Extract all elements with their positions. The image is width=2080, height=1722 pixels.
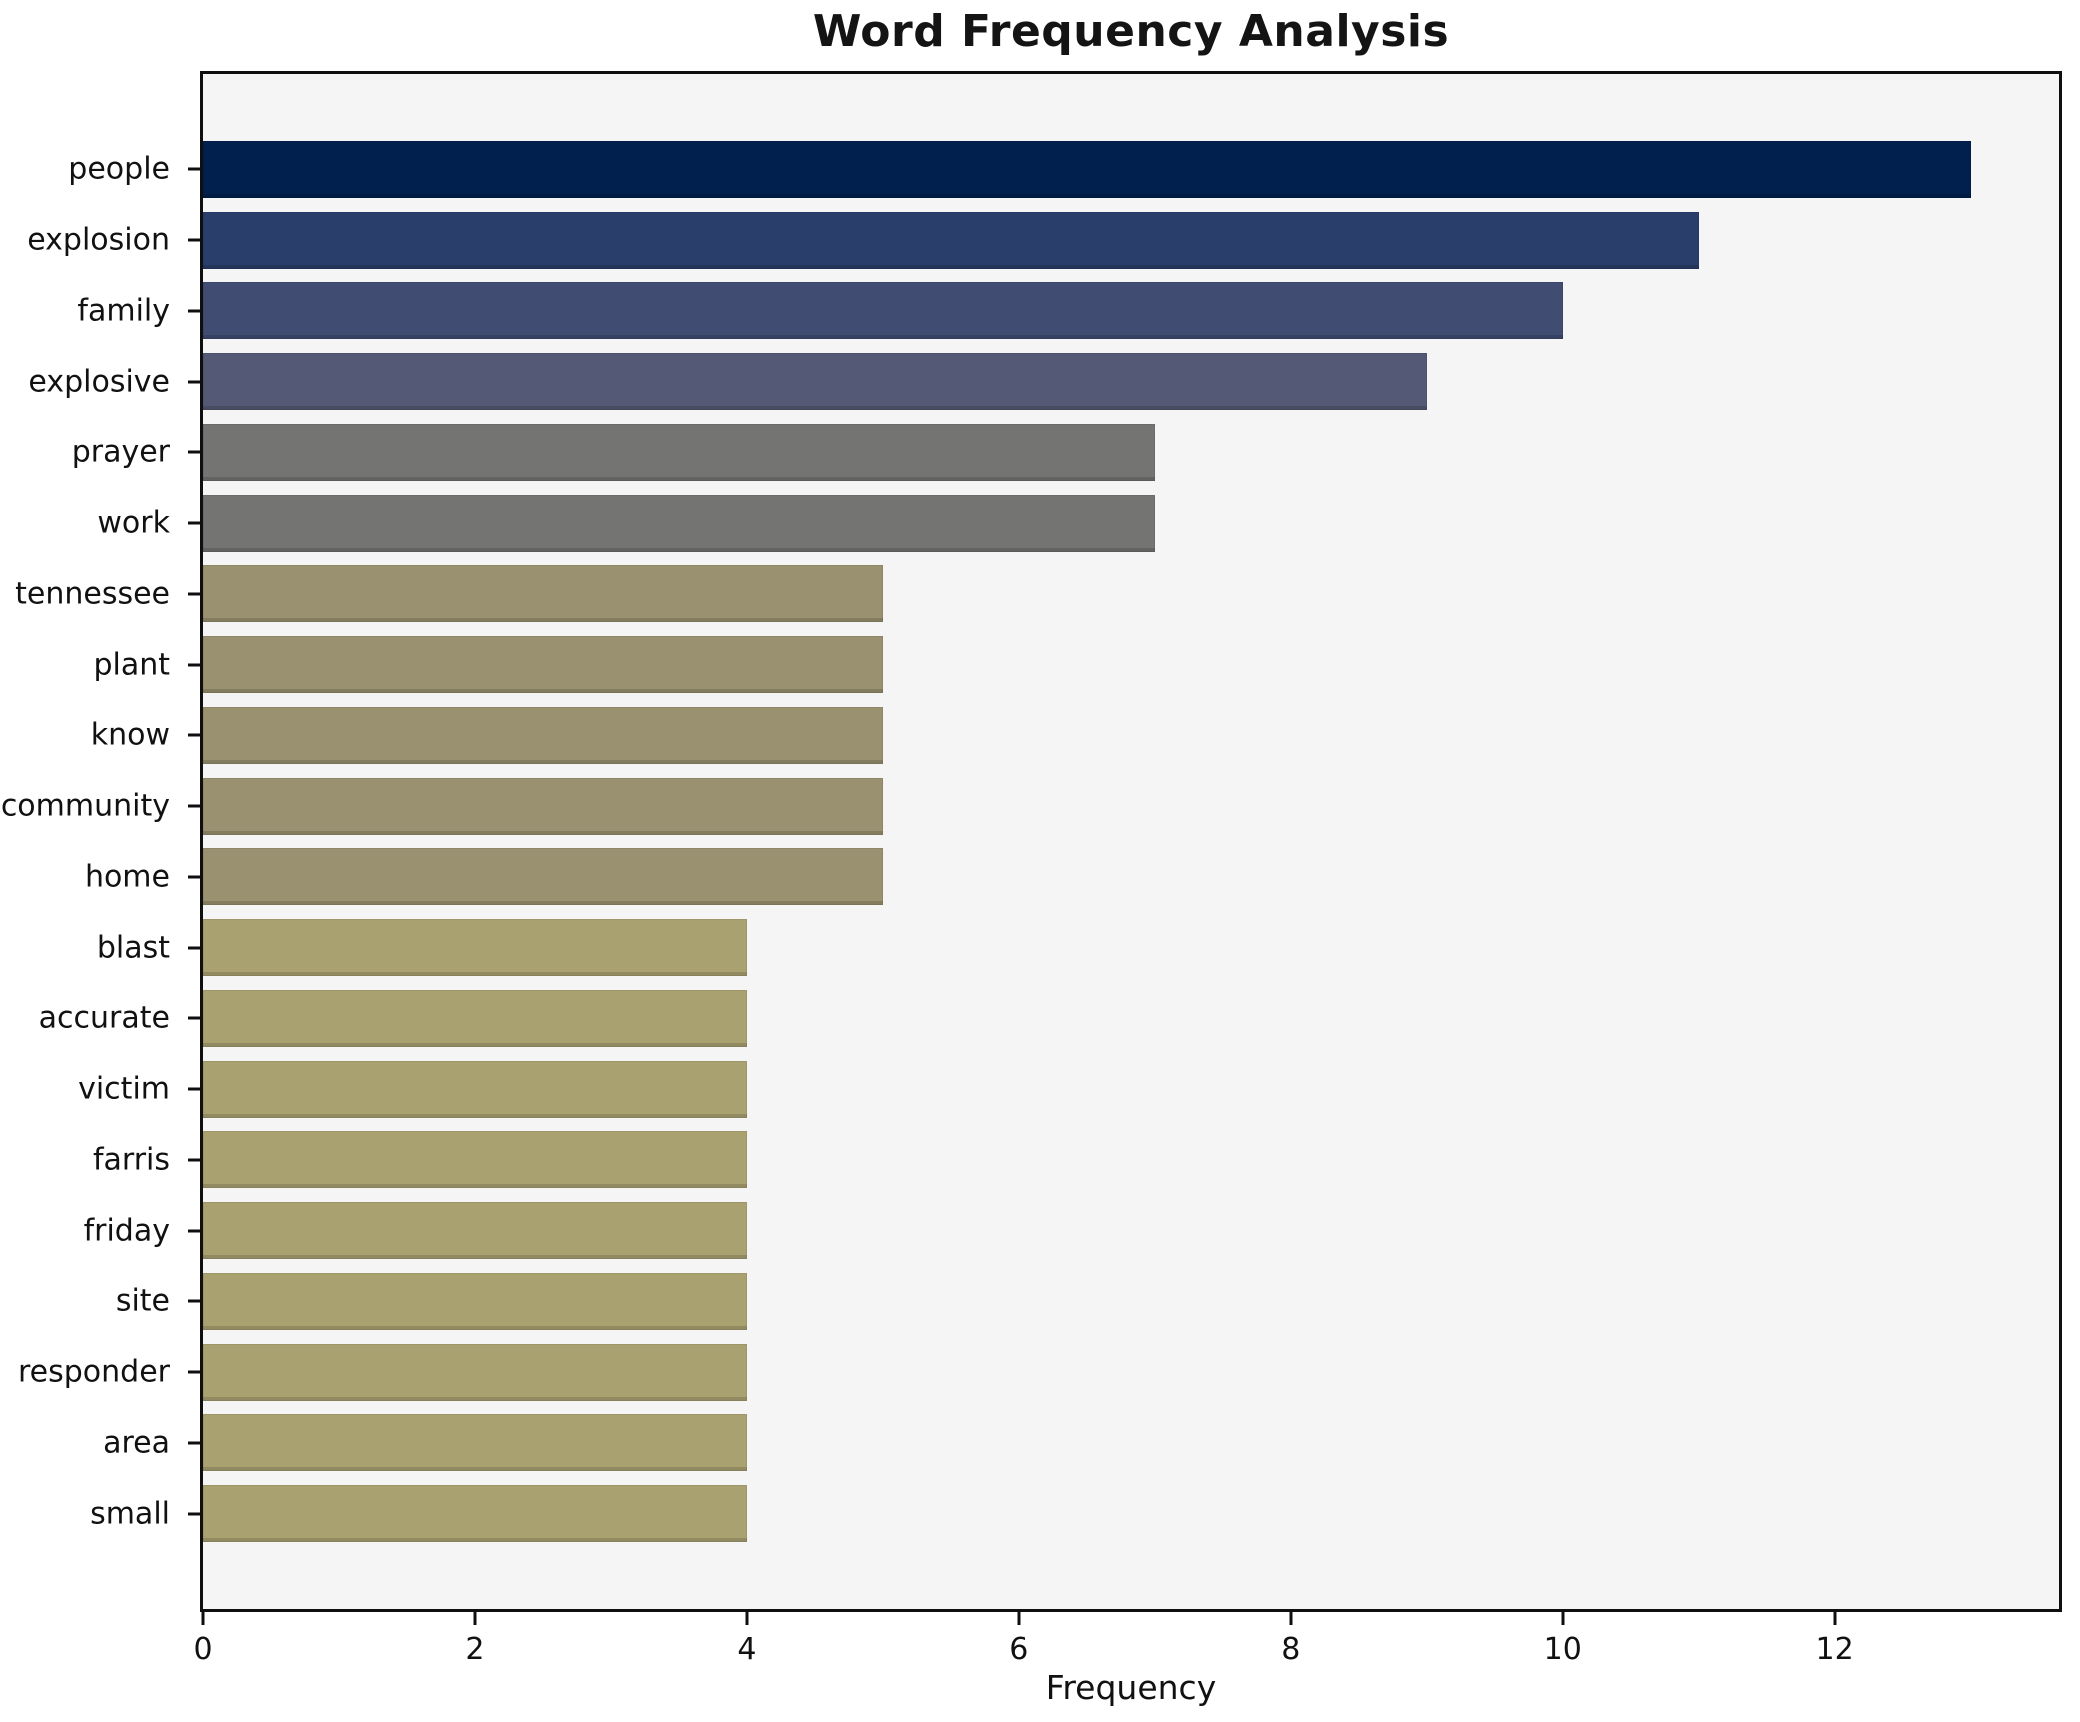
bar-friday <box>203 1202 747 1260</box>
y-tick-mark <box>188 875 200 879</box>
bar-small <box>203 1485 747 1543</box>
y-tick-mark <box>188 521 200 525</box>
bar-accurate <box>203 989 747 1047</box>
y-tick-label-farris: farris <box>92 1142 170 1178</box>
bar-farris <box>203 1131 747 1189</box>
y-tick-mark <box>188 1087 200 1091</box>
bar-know <box>203 706 883 764</box>
bar-tennessee <box>203 565 883 623</box>
y-tick-label-prayer: prayer <box>71 434 170 470</box>
y-tick-label-tennessee: tennessee <box>15 576 170 612</box>
bar-home <box>203 848 883 906</box>
bars-layer <box>203 74 2059 1609</box>
bar-area <box>203 1414 747 1472</box>
y-tick-label-small: small <box>90 1496 170 1532</box>
y-tick-label-area: area <box>103 1425 170 1461</box>
y-tick-label-responder: responder <box>17 1354 170 1390</box>
y-tick-mark <box>188 309 200 313</box>
x-tick-label-6: 6 <box>1009 1632 1029 1667</box>
y-tick-mark <box>188 663 200 667</box>
y-tick-label-plant: plant <box>93 647 170 683</box>
y-tick-mark <box>188 804 200 808</box>
x-tick-label-4: 4 <box>737 1632 757 1667</box>
bar-family <box>203 282 1563 340</box>
bar-community <box>203 777 883 835</box>
x-tick-mark <box>201 1612 205 1625</box>
x-axis-label: Frequency <box>1045 1668 1217 1707</box>
y-tick-mark <box>188 1016 200 1020</box>
y-tick-label-accurate: accurate <box>38 1000 170 1036</box>
y-tick-mark <box>188 946 200 950</box>
x-tick-mark <box>1017 1612 1021 1625</box>
plot-area <box>200 71 2062 1612</box>
x-tick-label-10: 10 <box>1543 1632 1582 1667</box>
bar-explosive <box>203 353 1427 411</box>
bar-blast <box>203 919 747 977</box>
bar-explosion <box>203 211 1699 269</box>
x-tick-mark <box>473 1612 477 1625</box>
bar-plant <box>203 636 883 694</box>
y-tick-mark <box>188 1229 200 1233</box>
y-tick-label-explosion: explosion <box>27 222 170 258</box>
y-tick-mark <box>188 380 200 384</box>
y-tick-mark <box>188 592 200 596</box>
x-tick-mark <box>1289 1612 1293 1625</box>
bar-work <box>203 494 1155 552</box>
bar-site <box>203 1272 747 1330</box>
y-tick-mark <box>188 1370 200 1374</box>
x-tick-label-12: 12 <box>1815 1632 1854 1667</box>
y-tick-label-blast: blast <box>96 930 170 966</box>
y-tick-mark <box>188 238 200 242</box>
y-tick-label-home: home <box>84 859 170 895</box>
chart-title: Word Frequency Analysis <box>812 6 1450 57</box>
x-tick-label-2: 2 <box>465 1632 485 1667</box>
x-tick-mark <box>1561 1612 1565 1625</box>
y-tick-label-work: work <box>97 505 170 541</box>
x-axis: 0 2 4 6 8 10 12 <box>193 1612 2059 1682</box>
y-tick-label-family: family <box>77 293 170 329</box>
y-tick-mark <box>188 1512 200 1516</box>
y-tick-label-friday: friday <box>83 1213 170 1249</box>
y-tick-label-know: know <box>90 717 170 753</box>
x-tick-label-0: 0 <box>193 1632 213 1667</box>
bar-people <box>203 140 1971 198</box>
y-tick-label-site: site <box>115 1283 170 1319</box>
y-tick-label-explosive: explosive <box>28 364 170 400</box>
y-tick-label-community: community <box>0 788 170 824</box>
y-tick-mark <box>188 1441 200 1445</box>
y-axis: people explosion family explosive prayer work… <box>0 74 200 1609</box>
bar-victim <box>203 1060 747 1118</box>
bar-prayer <box>203 423 1155 481</box>
y-tick-mark <box>188 167 200 171</box>
y-tick-mark <box>188 450 200 454</box>
x-tick-mark <box>1833 1612 1837 1625</box>
y-tick-label-victim: victim <box>78 1071 170 1107</box>
y-tick-mark <box>188 733 200 737</box>
y-tick-mark <box>188 1299 200 1303</box>
y-tick-label-people: people <box>68 151 170 187</box>
x-tick-label-8: 8 <box>1281 1632 1301 1667</box>
bar-responder <box>203 1343 747 1401</box>
x-tick-mark <box>745 1612 749 1625</box>
y-tick-mark <box>188 1158 200 1162</box>
